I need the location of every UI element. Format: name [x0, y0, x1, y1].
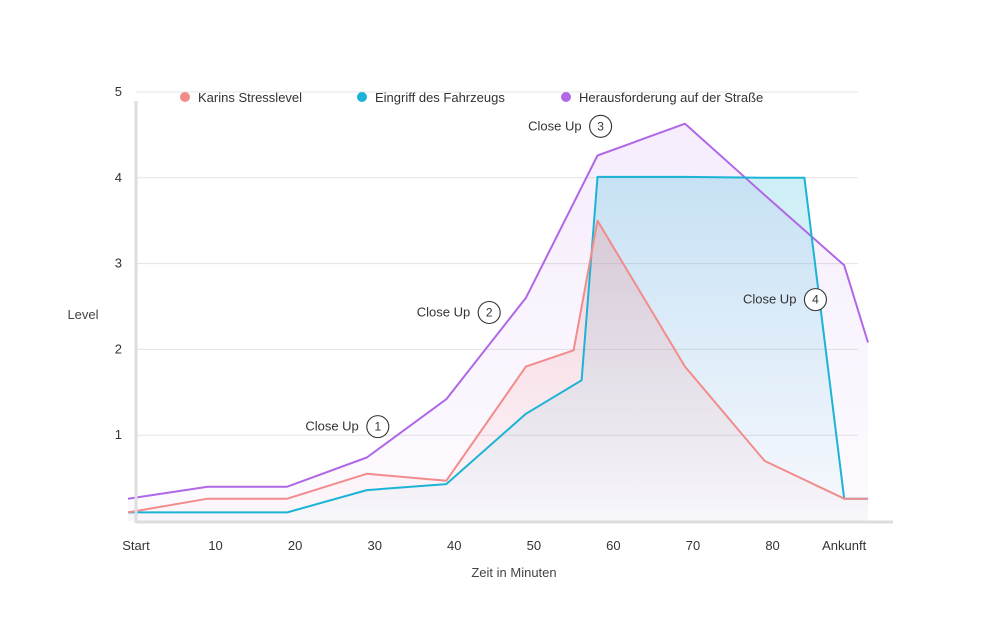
x-tick-label: 10 — [208, 538, 222, 553]
x-tick-label: 20 — [288, 538, 302, 553]
annotation-number: 3 — [597, 119, 604, 133]
series-line-3 — [127, 122, 869, 500]
legend-marker — [561, 92, 571, 102]
series-line-2 — [128, 175, 868, 514]
annotation-label: Close Up — [528, 118, 581, 133]
annotation-number: 2 — [486, 306, 493, 320]
x-tick-label: 30 — [367, 538, 381, 553]
x-tick-label: Start — [122, 538, 150, 553]
x-tick-label: 40 — [447, 538, 461, 553]
axes: 1 2 3 4 5 Start 10 20 30 40 50 60 70 80 Ankunft Zeit in… — [67, 84, 893, 580]
annotation-label: Close Up — [743, 292, 796, 307]
series-lines — [127, 122, 869, 514]
x-tick-label: 70 — [686, 538, 700, 553]
y-tick-label: 1 — [115, 427, 122, 442]
legend-label: Eingriff des Fahrzeugs — [375, 90, 505, 105]
y-axis-title: Level — [67, 307, 98, 322]
x-tick-label: 80 — [765, 538, 779, 553]
y-tick-label: 3 — [115, 256, 122, 271]
annotation-label: Close Up — [305, 419, 358, 434]
annotation-badge — [477, 300, 501, 325]
x-tick-label: 50 — [527, 538, 541, 553]
legend: Karins Stresslevel Eingriff des Fahrzeugs… — [180, 90, 763, 105]
x-axis-title: Zeit in Minuten — [471, 565, 556, 580]
legend-marker — [180, 92, 190, 102]
legend-label: Herausforderung auf der Straße — [579, 90, 763, 105]
legend-label: Karins Stresslevel — [198, 90, 302, 105]
annotation-number: 1 — [374, 420, 381, 434]
x-tick-label: Ankunft — [822, 538, 866, 553]
y-tick-label: 4 — [115, 170, 122, 185]
series-area-1 — [128, 220, 869, 521]
y-tick-label: 2 — [115, 341, 122, 356]
series-line-1 — [127, 219, 868, 514]
annotations: Close Up 1 Close Up 2 Close Up 3 Close Up 4 — [305, 114, 827, 439]
annotation-label: Close Up — [417, 305, 470, 320]
x-tick-label: 60 — [606, 538, 620, 553]
y-tick-label: 5 — [115, 84, 122, 99]
annotation-number: 4 — [812, 293, 819, 307]
legend-marker — [357, 92, 367, 102]
series-areas — [128, 123, 869, 521]
annotation-badge — [366, 415, 390, 439]
annotation-badge — [589, 114, 613, 138]
annotation-badge — [803, 288, 827, 312]
